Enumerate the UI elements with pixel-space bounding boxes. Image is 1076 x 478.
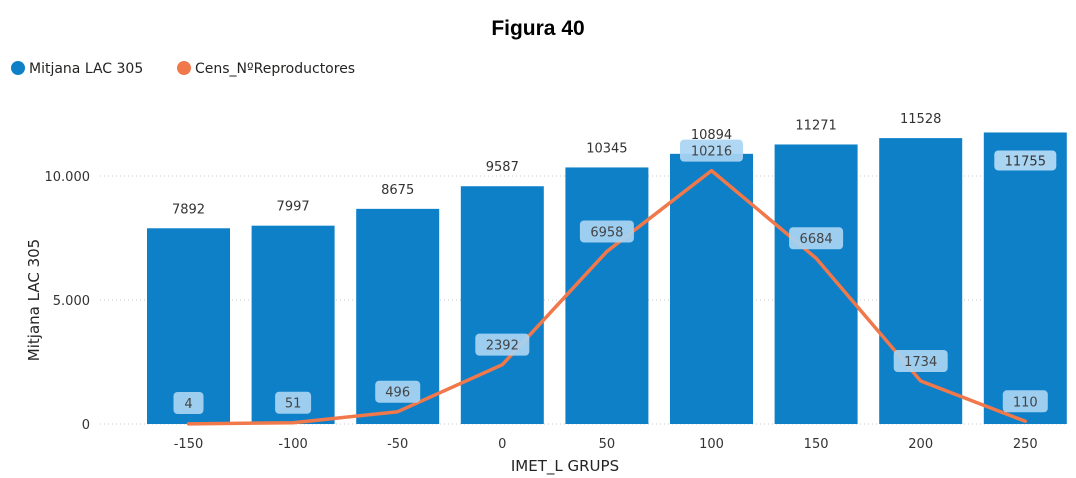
line-label: 10216: [691, 145, 732, 160]
line-label-box: [789, 227, 844, 250]
bar-label: 9587: [486, 160, 519, 175]
line-label-box: [375, 380, 421, 403]
line-label: 496: [385, 386, 410, 401]
bar: [565, 167, 649, 424]
line-label-box: [173, 392, 204, 414]
bar-series: [147, 132, 1067, 425]
legend-label-bars: Mitjana LAC 305: [29, 61, 143, 77]
bar: [879, 138, 963, 425]
line-label-box: [893, 349, 948, 372]
bar-label: 11528: [900, 112, 941, 127]
bar-label: 8675: [381, 183, 414, 198]
bar-label: 10894: [691, 128, 732, 143]
line-label: 4: [184, 397, 192, 412]
x-axis-title: IMET_L GRUPS: [511, 457, 619, 476]
legend-marker-bars: [11, 61, 25, 75]
line-label: 1734: [904, 355, 937, 370]
y-tick-label: 5.000: [53, 294, 90, 309]
line-label-box: [680, 139, 743, 162]
line-label: 6958: [590, 225, 623, 240]
y-axis-ticks: 0 5.000 10.000: [45, 170, 91, 433]
legend-marker-line: [177, 61, 191, 75]
x-tick-label: 200: [908, 437, 933, 452]
line-label: 2392: [486, 339, 519, 354]
x-tick-label: 50: [599, 437, 616, 452]
x-tick-label: 250: [1013, 437, 1038, 452]
bar-label-box: [994, 150, 1057, 171]
bar-label: 11755: [1005, 154, 1046, 169]
line-label: 6684: [800, 232, 833, 247]
line-label: 51: [285, 397, 302, 412]
bar-label: 10345: [586, 141, 627, 156]
line-series: [186, 168, 1028, 426]
x-tick-label: 100: [699, 437, 724, 452]
line-label: 110: [1013, 395, 1038, 410]
bar: [460, 186, 544, 424]
line-label-box: [579, 220, 634, 243]
line-label-box: [475, 333, 530, 356]
legend: Mitjana LAC 305 Cens_NºReproductores: [11, 61, 355, 77]
y-tick-label: 10.000: [45, 170, 91, 185]
bar-data-labels: 7892 7997 8675 9587 10345 10894 11271 11528 1175…: [172, 112, 1057, 217]
bar: [774, 144, 858, 425]
x-tick-label: 150: [804, 437, 829, 452]
x-axis-ticks: -150 -100 -50 0 50 100 150 200 250: [174, 437, 1038, 452]
bar: [670, 153, 753, 424]
bar-label: 7997: [277, 200, 310, 215]
line-label-box: [275, 391, 312, 414]
bar-label: 11271: [795, 118, 836, 133]
line-path: [186, 168, 1028, 426]
x-tick-label: -150: [174, 437, 204, 452]
bar: [983, 132, 1067, 424]
y-tick-label: 0: [82, 418, 90, 433]
bar: [251, 225, 335, 424]
chart-title: Figura 40: [491, 17, 584, 40]
line-data-labels: 4 51 496 2392 6958 10216 6684 1734 110: [173, 139, 1048, 414]
x-tick-label: -50: [387, 437, 408, 452]
x-tick-label: 0: [498, 437, 506, 452]
bar: [147, 228, 230, 424]
y-axis-title: Mitjana LAC 305: [25, 239, 43, 361]
legend-label-line: Cens_NºReproductores: [195, 61, 355, 77]
x-tick-label: -100: [278, 437, 308, 452]
bar-label: 7892: [172, 202, 205, 217]
line-label-box: [1002, 390, 1048, 413]
